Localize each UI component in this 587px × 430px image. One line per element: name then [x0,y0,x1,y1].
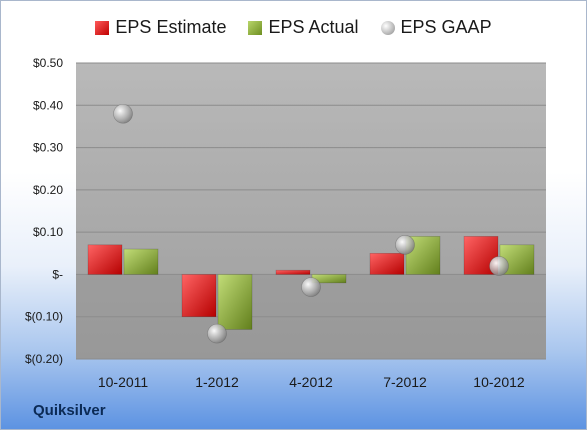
x-tick-label: 4-2012 [289,374,333,390]
actual-swatch-icon [248,20,263,35]
eps-gaap-point [395,235,415,255]
company-name: Quiksilver [33,402,106,419]
y-tick-label: $(0.10) [25,310,63,324]
legend-label-gaap: EPS GAAP [400,17,492,37]
plot-area [76,63,546,359]
y-tick-label: $0.20 [33,183,63,197]
eps-estimate-bar [87,244,123,275]
gaap-swatch-icon [380,20,395,35]
x-tick-label: 7-2012 [383,374,427,390]
estimate-swatch-icon [95,20,110,35]
eps-actual-bar [217,274,253,330]
legend-label-estimate: EPS Estimate [115,17,227,37]
legend-label-actual: EPS Actual [268,17,359,37]
eps-estimate-bar [369,252,405,275]
x-tick-label: 1-2012 [195,374,239,390]
y-tick-label: $- [52,267,63,281]
eps-estimate-bar [275,269,311,275]
y-tick-label: $0.50 [33,56,63,70]
x-tick-label: 10-2012 [473,374,525,390]
legend-item-gaap: EPS GAAP [380,17,492,38]
eps-estimate-bar [181,274,217,318]
y-tick-label: $0.30 [33,141,63,155]
eps-actual-bar [123,248,159,275]
eps-gaap-point [489,256,509,276]
y-tick-label: $0.40 [33,98,63,112]
legend-item-actual: EPS Actual [248,17,359,38]
eps-gaap-point [113,103,133,124]
eps-gaap-point [207,323,227,344]
y-tick-label: $0.10 [33,225,63,239]
y-tick-label: $(0.20) [25,352,63,366]
legend-item-estimate: EPS Estimate [95,17,226,38]
x-tick-label: 10-2011 [98,374,149,390]
eps-gaap-point [301,277,321,297]
legend: EPS Estimate EPS Actual EPS GAAP [1,17,586,38]
